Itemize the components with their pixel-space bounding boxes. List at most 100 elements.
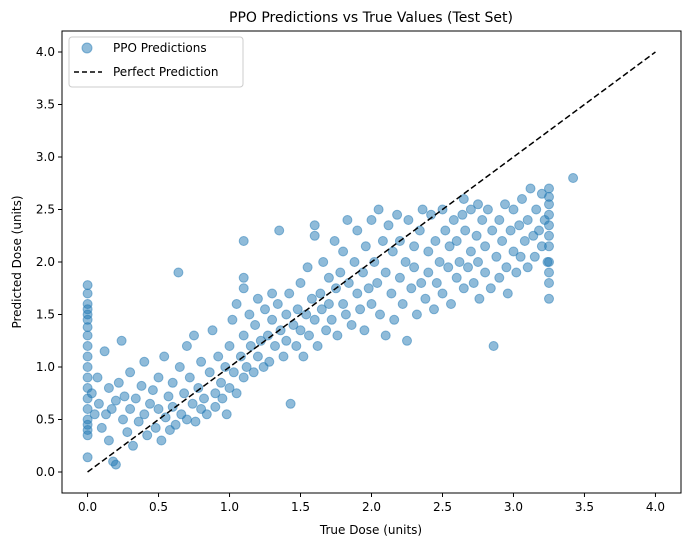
data-point [173, 267, 184, 278]
data-point [284, 288, 295, 299]
data-point [352, 288, 363, 299]
data-point [110, 459, 121, 470]
data-point [360, 241, 371, 252]
data-point [402, 335, 412, 346]
data-point [534, 225, 544, 236]
data-point [291, 341, 302, 351]
x-axis-ticks: 0.0 0.5 1.0 1.5 2.0 2.5 3.0 3.5 4.0 [78, 493, 665, 514]
data-point [281, 335, 292, 346]
data-point [274, 225, 285, 236]
data-point [224, 341, 235, 351]
legend-label-perfect-prediction: Perfect Prediction [113, 65, 218, 79]
data-point [82, 372, 93, 383]
data-point [515, 251, 526, 262]
data-point [355, 304, 366, 315]
data-point [451, 236, 462, 246]
y-tick-label: 0.0 [36, 465, 55, 479]
data-point [465, 204, 476, 215]
data-point [210, 401, 221, 412]
data-point [480, 267, 491, 278]
data-point [82, 322, 93, 333]
data-point [82, 330, 93, 341]
data-point [429, 304, 439, 315]
data-point [446, 299, 456, 309]
legend-label-ppo-predictions: PPO Predictions [113, 41, 207, 55]
data-point [298, 351, 309, 362]
data-point [318, 257, 329, 267]
data-point [497, 236, 508, 246]
data-point [411, 309, 422, 320]
data-point [285, 398, 296, 409]
y-tick-label: 0.5 [36, 413, 55, 427]
data-point [366, 299, 377, 309]
data-point [454, 257, 465, 267]
data-point [544, 183, 554, 194]
x-tick-label: 2.5 [433, 500, 452, 514]
data-point [201, 409, 212, 420]
data-point [174, 362, 185, 372]
data-point [103, 383, 114, 393]
data-point [204, 367, 215, 378]
data-point [99, 346, 110, 357]
data-point [309, 220, 320, 231]
data-point [270, 341, 280, 351]
data-point [406, 283, 417, 294]
data-point [568, 173, 579, 183]
data-point [380, 330, 391, 341]
data-point [352, 225, 363, 236]
data-point [505, 225, 516, 236]
data-point [210, 388, 221, 399]
data-point [423, 246, 434, 257]
y-tick-label: 3.5 [36, 98, 55, 112]
data-point [359, 325, 370, 336]
data-point [517, 194, 527, 204]
data-point [468, 278, 479, 288]
data-point [488, 341, 499, 351]
data-point [252, 351, 263, 362]
data-point [458, 194, 469, 204]
data-point [184, 372, 195, 383]
data-point [82, 430, 93, 441]
data-point [116, 335, 127, 346]
x-tick-label: 3.0 [504, 500, 523, 514]
y-tick-label: 4.0 [36, 45, 55, 59]
y-axis-label: Predicted Dose (units) [10, 195, 24, 328]
data-point [267, 314, 278, 325]
data-point [199, 393, 209, 404]
data-point [278, 351, 289, 362]
data-point [338, 246, 349, 257]
data-point [227, 314, 238, 325]
y-tick-label: 3.0 [36, 150, 55, 164]
data-point [118, 414, 128, 425]
data-point [394, 272, 405, 283]
data-point [420, 293, 431, 304]
data-point [238, 372, 249, 383]
data-point [457, 209, 468, 220]
data-point [156, 435, 167, 446]
data-point [417, 204, 428, 215]
data-point [349, 257, 360, 267]
data-point [366, 215, 377, 225]
data-point [502, 288, 513, 299]
data-point [250, 320, 261, 330]
y-tick-label: 2.0 [36, 255, 55, 269]
data-point [519, 236, 530, 246]
data-point [544, 278, 554, 288]
data-point [110, 395, 121, 406]
data-point [529, 251, 540, 262]
data-point [544, 257, 554, 267]
data-point [508, 246, 519, 257]
data-point [181, 414, 192, 425]
data-point [389, 314, 400, 325]
data-point [190, 416, 201, 427]
data-point [440, 225, 451, 236]
data-point [315, 288, 326, 299]
data-point [106, 404, 117, 414]
data-point [473, 257, 483, 267]
data-point [465, 246, 476, 257]
data-point [113, 377, 124, 388]
line-layer [87, 51, 656, 473]
data-point [335, 267, 346, 278]
x-tick-label: 1.5 [291, 500, 310, 514]
data-point [544, 230, 554, 241]
